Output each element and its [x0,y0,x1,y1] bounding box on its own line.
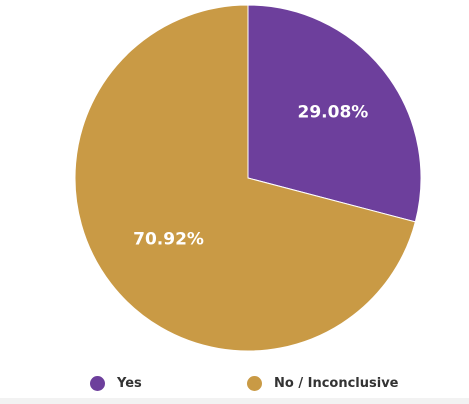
pie-slices [74,4,422,352]
pie-slice-yes[interactable] [247,4,422,223]
legend-swatch-yes [90,375,105,391]
legend-label-no-inconclusive: No / Inconclusive [274,375,399,391]
data-label-no-inconclusive: 70.92% [133,229,204,249]
bottom-divider [0,398,469,404]
pie-chart: 29.08% 70.92% [74,4,422,352]
legend-label-yes: Yes [117,375,142,391]
legend-item-no-inconclusive[interactable]: No / Inconclusive [247,372,399,394]
chart-legend: Yes No / Inconclusive [0,372,469,394]
legend-item-yes[interactable]: Yes [90,372,142,394]
pie-slice-no-inconclusive[interactable] [74,4,416,352]
pie-data-labels: 29.08% 70.92% [133,102,368,249]
data-label-yes: 29.08% [298,102,369,122]
legend-swatch-no-inconclusive [247,375,262,391]
